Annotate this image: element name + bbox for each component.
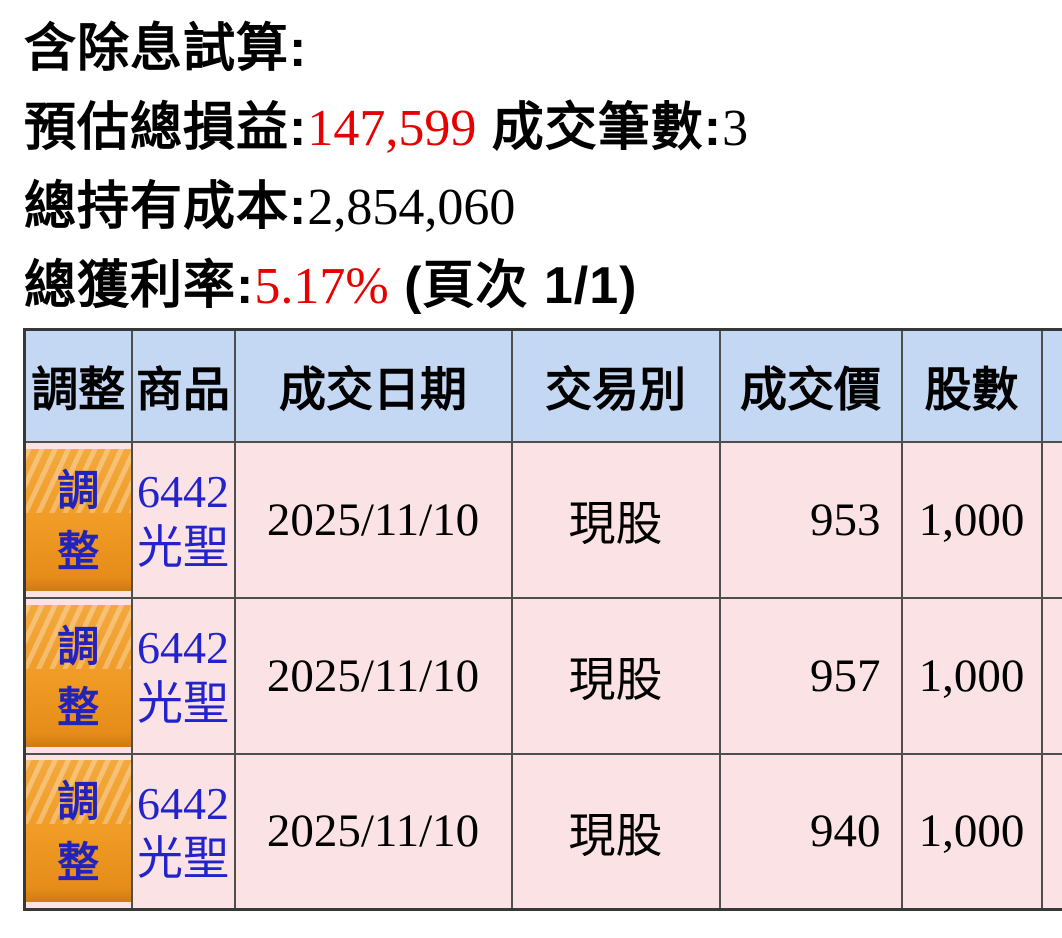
summary-line-pl: 預估總損益:147,599 成交筆數:3 (24, 89, 1062, 168)
price-cell: 957 (718, 596, 903, 755)
price-cell: 940 (718, 752, 903, 911)
adjust-button[interactable]: 調整 (27, 449, 130, 591)
trade-type-cell: 現股 (510, 752, 721, 911)
cost-label: 總持有成本: (24, 178, 308, 236)
summary-title: 含除息試算: (24, 10, 1062, 89)
product-code: 6442 (137, 466, 229, 518)
adjust-button[interactable]: 調整 (27, 605, 130, 747)
trade-date-cell: 2025/11/10 (233, 596, 513, 755)
product-cell: 6442 光聖 (130, 440, 236, 599)
product-cell: 6442 光聖 (130, 596, 236, 755)
trade-date-cell: 2025/11/10 (233, 440, 513, 599)
extra-cell (1040, 440, 1062, 599)
header-product: 商品 (130, 328, 236, 443)
product-link[interactable]: 6442 光聖 (137, 620, 229, 730)
product-name: 光聖 (137, 676, 229, 729)
count-label: 成交筆數: (476, 99, 723, 157)
summary-line-profit: 總獲利率:5.17% (頁次 1/1) (24, 247, 1062, 326)
page-indicator: (頁次 1/1) (388, 257, 638, 315)
header-row: 調整 商品 成交日期 交易別 成交價 股數 (23, 328, 1062, 443)
trade-type-cell: 現股 (510, 440, 721, 599)
extra-cell (1040, 752, 1062, 911)
product-cell: 6442 光聖 (130, 752, 236, 911)
header-date: 成交日期 (233, 328, 513, 443)
trade-type-cell: 現股 (510, 596, 721, 755)
summary-title-text: 含除息試算: (24, 20, 308, 78)
summary-line-cost: 總持有成本:2,854,060 (24, 168, 1062, 247)
table-row: 調整 6442 光聖 2025/11/10 現股 957 1,000 (23, 596, 1062, 755)
summary-block: 含除息試算: 預估總損益:147,599 成交筆數:3 總持有成本:2,854,… (0, 0, 1062, 326)
trade-date-cell: 2025/11/10 (233, 752, 513, 911)
trades-table-container: 調整 商品 成交日期 交易別 成交價 股數 調整 6442 光聖 (23, 328, 1062, 911)
product-name: 光聖 (137, 832, 229, 885)
header-trade-type: 交易別 (510, 328, 721, 443)
product-code: 6442 (137, 622, 229, 674)
cost-value: 2,854,060 (307, 179, 516, 236)
pl-label: 預估總損益: (24, 99, 308, 157)
count-value: 3 (722, 100, 749, 157)
pl-value: 147,599 (307, 100, 477, 157)
extra-cell (1040, 596, 1062, 755)
header-extra (1040, 328, 1062, 443)
header-price: 成交價 (718, 328, 903, 443)
shares-cell: 1,000 (900, 440, 1043, 599)
price-cell: 953 (718, 440, 903, 599)
product-link[interactable]: 6442 光聖 (137, 776, 229, 886)
header-shares: 股數 (900, 328, 1043, 443)
header-adjust: 調整 (23, 328, 133, 443)
profit-value: 5.17% (254, 258, 389, 315)
adjust-button[interactable]: 調整 (27, 760, 130, 902)
table-row: 調整 6442 光聖 2025/11/10 現股 940 1,000 (23, 752, 1062, 911)
trades-table: 調整 商品 成交日期 交易別 成交價 股數 調整 6442 光聖 (23, 328, 1062, 911)
product-name: 光聖 (137, 520, 229, 573)
shares-cell: 1,000 (900, 752, 1043, 911)
adjust-cell: 調整 (23, 596, 133, 755)
adjust-cell: 調整 (23, 752, 133, 911)
profit-label: 總獲利率: (24, 257, 255, 315)
product-code: 6442 (137, 778, 229, 830)
table-row: 調整 6442 光聖 2025/11/10 現股 953 1,000 (23, 440, 1062, 599)
product-link[interactable]: 6442 光聖 (137, 464, 229, 574)
adjust-cell: 調整 (23, 440, 133, 599)
shares-cell: 1,000 (900, 596, 1043, 755)
